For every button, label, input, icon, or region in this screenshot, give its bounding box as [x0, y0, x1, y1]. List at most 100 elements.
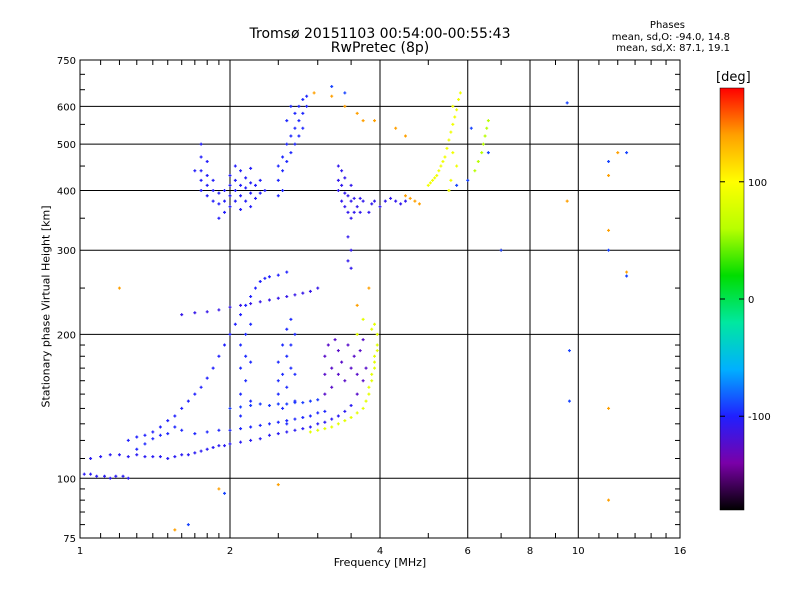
data-point: [249, 166, 253, 170]
y-tick-label: 300: [57, 246, 76, 257]
data-point: [355, 303, 359, 307]
data-point: [323, 392, 327, 396]
data-point: [361, 379, 365, 383]
data-point: [485, 126, 489, 130]
data-point: [158, 433, 162, 437]
data-points: [82, 85, 629, 532]
data-point: [567, 349, 571, 353]
data-point: [316, 286, 320, 290]
data-point: [217, 216, 221, 220]
data-point: [228, 194, 232, 198]
colorbar-tick-label: 100: [748, 178, 767, 189]
data-point: [343, 205, 347, 209]
data-point: [364, 399, 368, 403]
data-point: [352, 354, 356, 358]
data-point: [173, 425, 177, 429]
chart-subtitle: RwPretec (8p): [330, 40, 430, 56]
data-point: [239, 392, 243, 396]
data-point: [349, 199, 353, 203]
data-point: [431, 178, 435, 182]
data-point: [199, 449, 203, 453]
data-point: [233, 188, 237, 192]
data-point: [370, 372, 374, 376]
data-point: [281, 372, 285, 376]
data-point: [373, 199, 377, 203]
data-point: [289, 104, 293, 108]
y-tick-label: 600: [57, 102, 76, 113]
data-point: [349, 248, 353, 252]
data-point: [239, 427, 243, 431]
data-point: [330, 366, 334, 370]
data-point: [285, 159, 289, 163]
data-point: [413, 199, 417, 203]
data-point: [267, 298, 271, 302]
data-point: [352, 196, 356, 200]
data-point: [355, 372, 359, 376]
data-point: [625, 270, 629, 274]
data-point: [228, 173, 232, 177]
colorbar-unit-label: [deg]: [716, 70, 751, 85]
data-point: [293, 428, 297, 432]
data-point: [249, 360, 253, 364]
data-point: [211, 178, 215, 182]
data-point: [293, 372, 297, 376]
data-point: [121, 474, 125, 478]
data-point: [276, 360, 280, 364]
data-point: [355, 111, 359, 115]
data-point: [349, 216, 353, 220]
data-point: [375, 332, 379, 336]
data-point: [276, 296, 280, 300]
data-point: [469, 126, 473, 130]
data-point: [249, 191, 253, 195]
data-point: [253, 183, 257, 187]
data-point: [340, 360, 344, 364]
data-point: [343, 379, 347, 383]
phases-x-stats: mean, sd,X: 87.1, 19.1: [616, 43, 730, 54]
data-point: [435, 173, 439, 177]
data-point: [367, 286, 371, 290]
data-point: [276, 164, 280, 168]
data-point: [285, 385, 289, 389]
data-point: [343, 176, 347, 180]
data-point: [223, 343, 227, 347]
data-point: [249, 403, 253, 407]
data-point: [455, 108, 459, 112]
data-point: [186, 453, 190, 457]
data-point: [343, 104, 347, 108]
data-point: [458, 91, 462, 95]
data-point: [607, 228, 611, 232]
data-point: [267, 433, 271, 437]
data-point: [346, 343, 350, 347]
data-point: [293, 417, 297, 421]
data-point: [403, 194, 407, 198]
data-point: [305, 94, 309, 98]
data-point: [114, 474, 118, 478]
data-point: [349, 183, 353, 187]
data-point: [180, 406, 184, 410]
data-point: [173, 528, 177, 532]
data-point: [285, 270, 289, 274]
plot-frame: [79, 59, 681, 539]
data-point: [316, 398, 320, 402]
data-point: [455, 183, 459, 187]
data-point: [239, 194, 243, 198]
data-point: [565, 199, 569, 203]
data-point: [99, 455, 103, 459]
data-point: [205, 183, 209, 187]
data-point: [308, 399, 312, 403]
data-point: [389, 196, 393, 200]
data-point: [330, 385, 334, 389]
data-point: [223, 491, 227, 495]
data-point: [223, 444, 227, 448]
data-point: [352, 210, 356, 214]
data-point: [276, 392, 280, 396]
data-point: [199, 155, 203, 159]
x-tick-label: 6: [465, 546, 471, 557]
data-point: [135, 453, 139, 457]
data-point: [239, 440, 243, 444]
data-point: [301, 416, 305, 420]
data-point: [281, 343, 285, 347]
y-tick-label: 100: [57, 474, 76, 485]
data-point: [205, 310, 209, 314]
